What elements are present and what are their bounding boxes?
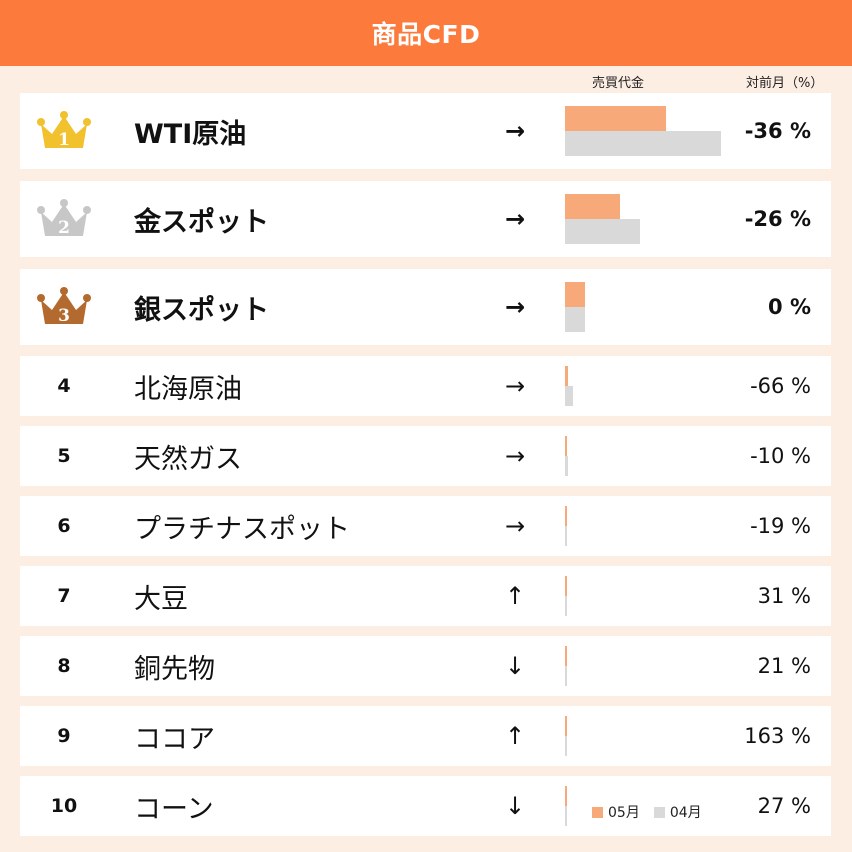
bar-04 — [565, 666, 567, 686]
title-bar: 商品CFD — [0, 0, 852, 66]
bar-04 — [565, 219, 641, 244]
legend-swatch-current — [592, 806, 603, 818]
mom-percent: -10 % — [750, 444, 811, 468]
bar-05 — [565, 282, 586, 307]
mom-column-header: 対前月（%） — [746, 76, 824, 91]
commodity-name: 天然ガス — [134, 443, 242, 475]
commodity-name: 北海原油 — [134, 373, 242, 405]
volume-bars — [565, 356, 725, 416]
commodity-name: ココア — [134, 723, 215, 755]
commodity-name: 銀スポット — [134, 294, 269, 326]
bar-04 — [565, 526, 567, 546]
volume-bars — [565, 636, 725, 696]
volume-bars — [565, 269, 725, 345]
volume-bars — [565, 706, 725, 766]
trend-arrow-icon: → — [504, 117, 526, 145]
ranking-row: 2 金スポット → -26 % — [20, 181, 831, 257]
trend-arrow-icon: → — [504, 442, 526, 470]
rank-number: 10 — [50, 795, 78, 817]
volume-bars — [565, 566, 725, 626]
rank-crown: 3 — [20, 269, 108, 345]
bar-05 — [565, 576, 567, 596]
trend-arrow-icon: ↑ — [504, 722, 526, 750]
legend: 05月 04月 — [592, 802, 716, 822]
bar-04 — [565, 806, 567, 826]
rank-number: 4 — [57, 375, 71, 397]
mom-percent: 31 % — [757, 584, 811, 608]
ranking-row: 3 銀スポット → 0 % — [20, 269, 831, 345]
volume-bars — [565, 426, 725, 486]
legend-label-current: 05月 — [608, 805, 640, 821]
rank-number: 7 — [57, 585, 71, 607]
ranking-row: 5 天然ガス → -10 % — [20, 426, 831, 486]
rank-number: 6 — [57, 515, 71, 537]
volume-column-header: 売買代金 — [592, 76, 645, 91]
silver-crown-icon: 2 — [37, 199, 91, 238]
ranking-row: 9 ココア ↑ 163 % — [20, 706, 831, 766]
legend-item-current: 05月 — [592, 802, 640, 822]
commodity-name: 金スポット — [134, 206, 269, 238]
bar-04 — [565, 307, 586, 332]
bar-04 — [565, 456, 568, 476]
bar-04 — [565, 736, 567, 756]
bar-05 — [565, 436, 567, 456]
gold-crown-icon: 1 — [37, 111, 91, 150]
volume-bars — [565, 496, 725, 556]
trend-arrow-icon: → — [504, 205, 526, 233]
mom-percent: -66 % — [750, 374, 811, 398]
volume-bars — [565, 93, 725, 169]
bar-05 — [565, 366, 568, 386]
rank-number: 1 — [58, 130, 70, 150]
rank-number: 5 — [57, 445, 71, 467]
commodity-name: 銅先物 — [134, 653, 215, 685]
bar-04 — [565, 596, 567, 616]
page-title: 商品CFD — [371, 20, 481, 49]
mom-percent: -26 % — [744, 207, 811, 231]
trend-arrow-icon: → — [504, 512, 526, 540]
ranking-row: 10 コーン ↓ 27 % — [20, 776, 831, 836]
bar-04 — [565, 131, 721, 156]
bar-05 — [565, 506, 567, 526]
ranking-row: 6 プラチナスポット → -19 % — [20, 496, 831, 556]
rank-crown: 1 — [20, 93, 108, 169]
mom-percent: 27 % — [757, 794, 811, 818]
mom-percent: 21 % — [757, 654, 811, 678]
rank-number: 2 — [58, 218, 70, 238]
trend-arrow-icon: → — [504, 293, 526, 321]
legend-swatch-previous — [653, 806, 665, 818]
mom-percent: -19 % — [750, 514, 811, 538]
volume-bars — [565, 181, 725, 257]
bar-05 — [565, 646, 567, 666]
trend-arrow-icon: → — [504, 372, 526, 400]
legend-label-previous: 04月 — [669, 805, 702, 821]
trend-arrow-icon: ↓ — [504, 652, 526, 680]
ranking-row: 8 銅先物 ↓ 21 % — [20, 636, 831, 696]
bar-05 — [565, 194, 621, 219]
commodity-name: コーン — [134, 793, 214, 825]
trend-arrow-icon: ↑ — [504, 582, 526, 610]
bar-05 — [565, 106, 666, 131]
mom-percent: -36 % — [744, 119, 811, 143]
commodity-name: プラチナスポット — [134, 513, 350, 545]
volume-bars — [565, 776, 725, 836]
rank-number: 3 — [58, 306, 70, 326]
rank-number: 9 — [57, 725, 71, 747]
rank-number: 8 — [57, 655, 71, 677]
bronze-crown-icon: 3 — [37, 287, 91, 326]
trend-arrow-icon: ↓ — [504, 792, 526, 820]
bar-05 — [565, 786, 567, 806]
ranking-row: 1 WTI原油 → -36 % — [20, 93, 831, 169]
commodity-name: WTI原油 — [134, 118, 247, 150]
ranking-row: 4 北海原油 → -66 % — [20, 356, 831, 416]
bar-04 — [565, 386, 574, 406]
mom-percent: 0 % — [768, 295, 811, 319]
mom-percent: 163 % — [744, 724, 811, 748]
rank-crown: 2 — [20, 181, 108, 257]
ranking-row: 7 大豆 ↑ 31 % — [20, 566, 831, 626]
bar-05 — [565, 716, 567, 736]
legend-item-previous: 04月 — [653, 802, 702, 822]
commodity-name: 大豆 — [134, 583, 188, 615]
